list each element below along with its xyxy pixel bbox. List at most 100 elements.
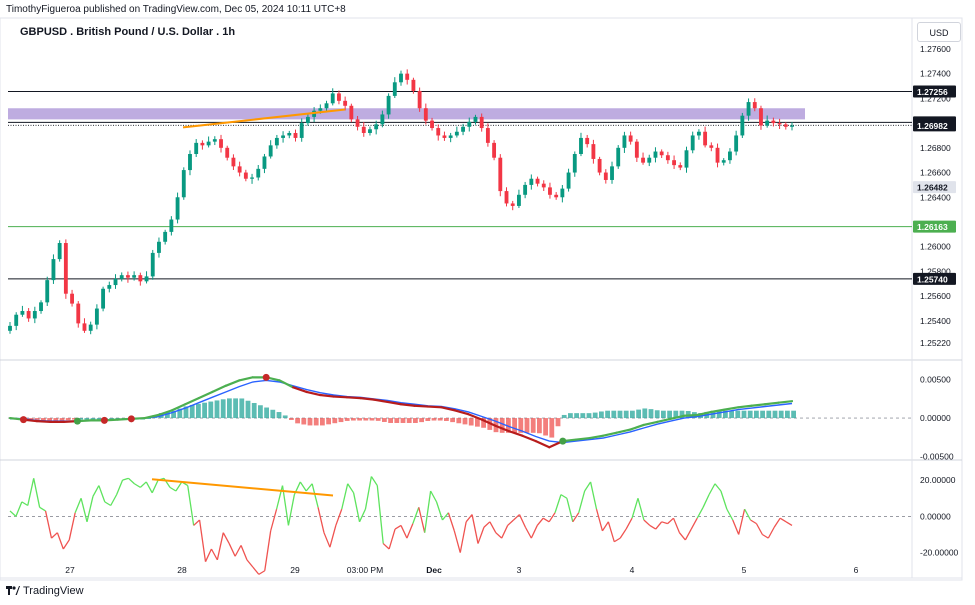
- osc-line-segment: [62, 539, 70, 550]
- macd-hist-bar: [245, 400, 251, 419]
- macd-hist-bar: [766, 410, 772, 419]
- chart-title: GBPUSD . British Pound / U.S. Dollar . 1…: [20, 26, 235, 38]
- osc-line-segment: [364, 476, 373, 510]
- macd-hist-bar: [778, 410, 784, 419]
- osc-line-segment: [305, 483, 313, 492]
- candle: [777, 123, 782, 125]
- osc-line-segment: [33, 478, 41, 508]
- macd-line-segment: [763, 401, 780, 406]
- candle: [585, 137, 590, 145]
- candle: [343, 100, 348, 106]
- candle: [82, 323, 87, 331]
- osc-line-segment: [264, 530, 272, 571]
- macd-hist-bar: [357, 418, 362, 421]
- price-tick-label: 1.26600: [920, 168, 951, 178]
- osc-line-segment: [86, 496, 94, 522]
- osc-line-segment: [601, 521, 609, 532]
- macd-line-segment: [211, 384, 227, 394]
- candle: [200, 142, 205, 146]
- macd-hist-bar: [754, 410, 759, 419]
- macd-hist-bar: [59, 418, 65, 421]
- macd-hist-bar: [34, 418, 40, 421]
- osc-tick-label: -20.00000: [920, 548, 959, 558]
- osc-line-segment: [270, 508, 278, 532]
- macd-hist-bar: [568, 413, 573, 419]
- osc-line-segment: [518, 514, 526, 528]
- osc-line-segment: [678, 532, 686, 541]
- osc-line-segment: [767, 526, 775, 539]
- macd-hist-bar: [425, 418, 431, 421]
- osc-line-segment: [323, 532, 331, 548]
- osc-line-segment: [578, 490, 586, 513]
- osc-line-segment: [459, 521, 467, 553]
- macd-hist-bar: [406, 418, 412, 423]
- osc-line-segment: [589, 481, 598, 510]
- osc-line-segment: [536, 517, 544, 526]
- macd-hist-bar: [667, 410, 672, 419]
- candle: [641, 157, 645, 163]
- macd-hist-bar: [642, 408, 648, 419]
- macd-hist-bar: [611, 410, 617, 419]
- osc-line-segment: [441, 512, 449, 521]
- osc-line-segment: [726, 508, 734, 521]
- macd-line-segment: [224, 379, 241, 387]
- chart-frame: [0, 17, 963, 581]
- candle: [355, 119, 360, 127]
- macd-line-segment: [777, 400, 794, 404]
- tradingview-logo[interactable]: TradingView: [6, 585, 84, 597]
- candle: [250, 177, 254, 179]
- candle: [448, 135, 453, 138]
- macd-hist-bar: [679, 410, 685, 419]
- macd-hist-bar: [537, 418, 542, 434]
- macd-hist-bar: [276, 412, 282, 419]
- macd-hist-bar: [648, 409, 654, 419]
- macd-line-segment: [359, 396, 376, 401]
- candle: [678, 165, 683, 168]
- osc-line-segment: [453, 530, 461, 553]
- candle: [368, 129, 372, 133]
- candle: [790, 125, 794, 127]
- osc-line-segment: [27, 478, 35, 506]
- macd-hist-bar: [307, 418, 313, 426]
- macd-hist-bar: [444, 418, 449, 421]
- osc-line-segment: [347, 483, 355, 494]
- osc-line-segment: [430, 490, 438, 503]
- macd-hist-bar: [289, 418, 294, 420]
- macd-hist-bar: [791, 410, 796, 419]
- currency-button[interactable]: USD: [917, 22, 961, 42]
- candle: [169, 219, 174, 232]
- macd-cross-dot: [100, 416, 108, 424]
- macd-line-segment: [669, 414, 686, 420]
- macd-hist-bar: [264, 407, 269, 419]
- macd-hist-bar: [661, 410, 666, 419]
- macd-line-segment: [629, 423, 645, 431]
- macd-hist-bar: [320, 418, 325, 426]
- candle: [274, 137, 279, 146]
- candle: [535, 178, 540, 184]
- macd-line-segment: [143, 413, 160, 420]
- macd-hist-bar: [450, 418, 455, 423]
- candle: [262, 156, 267, 169]
- osc-line-segment: [412, 507, 420, 524]
- macd-line-segment: [184, 396, 200, 406]
- macd-hist-bar: [239, 398, 245, 419]
- osc-line-segment: [246, 559, 254, 568]
- candle: [225, 147, 230, 158]
- osc-line-segment: [418, 507, 426, 533]
- candle: [101, 288, 106, 309]
- osc-line-segment: [714, 483, 722, 492]
- osc-line-segment: [139, 481, 147, 488]
- macd-hist-bar: [599, 411, 604, 419]
- macd-hist-bar: [109, 418, 114, 420]
- osc-line-segment: [169, 486, 177, 492]
- candle: [523, 184, 528, 195]
- macd-line-segment: [386, 400, 403, 406]
- candle: [665, 155, 670, 161]
- time-axis-label: 29: [290, 565, 300, 575]
- candle: [231, 157, 236, 167]
- osc-line-segment: [352, 492, 361, 522]
- candle: [144, 276, 149, 282]
- osc-line-segment: [637, 498, 645, 521]
- candle: [219, 139, 223, 148]
